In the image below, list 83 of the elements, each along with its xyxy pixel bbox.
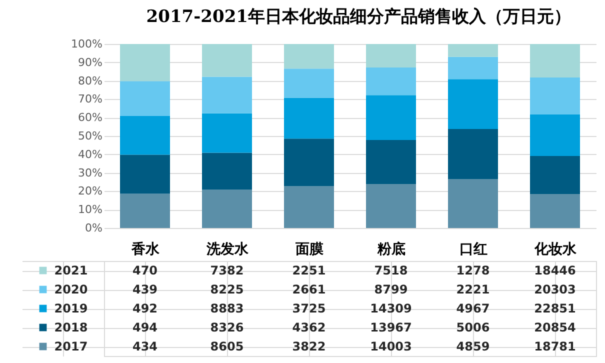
text: 8225 — [210, 282, 244, 296]
bar — [366, 140, 416, 184]
text: 494 — [132, 320, 158, 334]
text: 13967 — [370, 320, 412, 334]
text: 20854 — [534, 320, 576, 334]
y-tick-label: 40% — [78, 148, 102, 161]
x-tick-label: 粉底 — [376, 240, 406, 258]
text: 434 — [132, 340, 158, 354]
text: 8799 — [374, 282, 408, 296]
text: 14003 — [370, 340, 412, 354]
text: 8883 — [210, 302, 244, 316]
bar — [284, 44, 334, 69]
y-tick-label: 0% — [85, 222, 102, 234]
text: 20303 — [534, 282, 576, 296]
y-tick-label: 100% — [71, 38, 102, 50]
legend-label: 2018 — [54, 320, 88, 334]
bar — [202, 44, 252, 77]
y-tick-label: 30% — [78, 166, 102, 180]
text: 14309 — [370, 302, 412, 316]
bar — [448, 56, 498, 80]
text: 7382 — [210, 264, 244, 278]
y-tick-label: 10% — [78, 203, 102, 216]
bar — [530, 194, 580, 228]
bar — [202, 113, 252, 153]
bar — [366, 44, 416, 68]
y-tick-label: 20% — [78, 184, 102, 198]
bar — [448, 44, 498, 57]
chart-title: 2017-2021年日本化妆品细分产品销售收入（万日元） — [146, 7, 571, 27]
text: 7518 — [374, 264, 408, 278]
bar — [284, 138, 334, 186]
text: 3822 — [292, 340, 326, 354]
bar — [120, 154, 170, 194]
bar — [120, 44, 170, 82]
text: 2661 — [292, 282, 326, 296]
x-tick-label: 化妆水 — [534, 242, 578, 258]
text: 8326 — [210, 320, 244, 334]
text: 4859 — [456, 340, 490, 354]
x-tick-label: 洗发水 — [206, 242, 250, 258]
bar — [284, 98, 334, 139]
text: 439 — [132, 282, 158, 296]
bar — [284, 68, 334, 98]
text: 3725 — [292, 302, 326, 316]
bar — [202, 76, 252, 114]
bar — [284, 186, 334, 228]
bar — [366, 95, 416, 140]
text: 470 — [132, 264, 158, 278]
bar — [530, 114, 580, 156]
text: 4362 — [292, 320, 326, 334]
bar — [530, 44, 580, 78]
x-tick-label: 口红 — [460, 242, 488, 258]
bar — [366, 68, 416, 96]
text: 22851 — [534, 302, 576, 316]
text: 18446 — [534, 264, 576, 278]
bar — [530, 77, 580, 114]
text: 492 — [132, 302, 158, 316]
x-tick-label: 香水 — [130, 242, 160, 258]
bar — [530, 156, 580, 194]
bar — [448, 79, 498, 130]
y-tick-label: 60% — [78, 111, 102, 124]
text: 1278 — [456, 264, 490, 278]
bar — [448, 179, 498, 228]
bar — [448, 129, 498, 180]
legend-label: 2017 — [54, 340, 88, 354]
bar — [120, 81, 170, 116]
text: 2221 — [456, 282, 490, 296]
bar — [120, 194, 170, 228]
y-tick-label: 50% — [78, 130, 102, 142]
legend-label: 2019 — [54, 302, 88, 316]
y-tick-label: 80% — [78, 74, 102, 88]
text: 18781 — [534, 340, 576, 354]
text: 5006 — [456, 320, 490, 334]
y-tick-label: 70% — [78, 92, 102, 106]
text: 4967 — [456, 302, 490, 316]
bar — [120, 116, 170, 155]
text: 8605 — [210, 340, 244, 354]
x-tick-label: 面膜 — [294, 242, 324, 258]
bar — [202, 190, 252, 228]
bar — [202, 152, 252, 190]
legend-label: 2021 — [54, 264, 88, 278]
legend-label: 2020 — [54, 282, 88, 296]
text: 2251 — [292, 264, 326, 278]
y-tick-label: 90% — [78, 56, 102, 69]
bar — [366, 184, 416, 228]
